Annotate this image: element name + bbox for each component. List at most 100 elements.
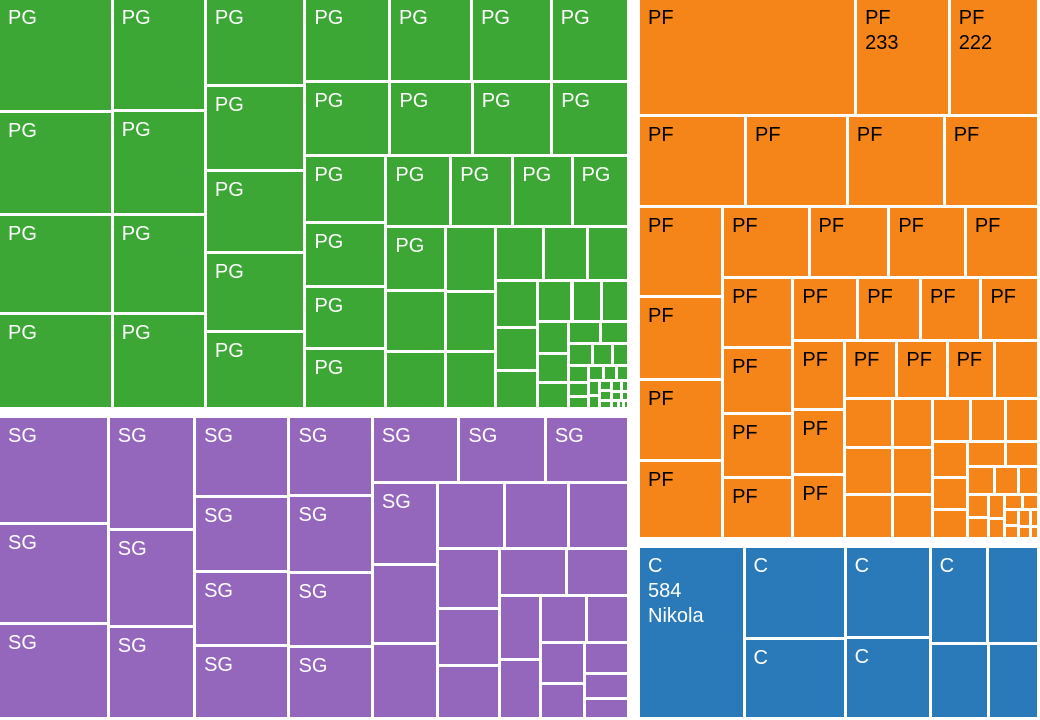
treemap-cell[interactable]: PF bbox=[724, 208, 807, 275]
treemap-cell[interactable] bbox=[846, 400, 891, 446]
treemap-cell[interactable] bbox=[934, 479, 966, 508]
treemap-cell[interactable]: PG bbox=[114, 216, 204, 312]
treemap-cell[interactable] bbox=[1024, 496, 1037, 508]
treemap-cell[interactable] bbox=[542, 597, 585, 642]
treemap-cell[interactable]: SG bbox=[196, 647, 287, 717]
treemap-cell[interactable] bbox=[623, 382, 627, 390]
treemap-cell[interactable]: PF bbox=[859, 279, 919, 340]
treemap-cell[interactable]: C bbox=[746, 548, 844, 637]
treemap-cell[interactable]: SG bbox=[290, 418, 370, 494]
treemap-cell[interactable] bbox=[601, 402, 610, 407]
treemap-cell[interactable] bbox=[570, 345, 591, 364]
treemap-cell[interactable]: SG bbox=[110, 628, 193, 717]
treemap-cell[interactable]: PF bbox=[794, 476, 842, 537]
treemap-cell[interactable]: C bbox=[932, 548, 986, 642]
treemap-cell[interactable] bbox=[934, 400, 969, 440]
treemap-cell[interactable]: SG bbox=[0, 525, 107, 623]
treemap-cell[interactable] bbox=[972, 400, 1004, 440]
treemap-cell[interactable] bbox=[506, 484, 567, 547]
treemap-cell[interactable]: PG bbox=[114, 112, 204, 213]
treemap-cell[interactable] bbox=[439, 550, 498, 607]
treemap-cell[interactable]: PF bbox=[747, 117, 846, 206]
treemap-cell[interactable]: PF bbox=[949, 342, 993, 397]
treemap-cell[interactable]: PF bbox=[846, 342, 896, 397]
treemap-cell[interactable] bbox=[1006, 511, 1018, 524]
treemap-cell[interactable]: PG bbox=[553, 83, 627, 153]
treemap-cell[interactable] bbox=[1020, 511, 1028, 525]
treemap-cell[interactable] bbox=[1032, 511, 1037, 525]
treemap-cell[interactable] bbox=[618, 367, 627, 379]
treemap-cell[interactable]: PG bbox=[306, 288, 384, 347]
treemap-cell[interactable] bbox=[588, 597, 627, 642]
treemap-cell[interactable]: PG bbox=[114, 315, 204, 407]
treemap-cell[interactable] bbox=[439, 667, 498, 717]
treemap-cell[interactable]: PF bbox=[724, 415, 791, 475]
treemap-cell[interactable]: PF bbox=[922, 279, 979, 340]
treemap-cell[interactable]: PF bbox=[898, 342, 945, 397]
treemap-cell[interactable] bbox=[990, 645, 1037, 717]
treemap-cell[interactable] bbox=[613, 393, 620, 398]
treemap-cell[interactable]: PG bbox=[114, 0, 204, 109]
treemap-cell[interactable]: PF bbox=[724, 279, 791, 346]
treemap-cell[interactable]: PF bbox=[640, 117, 744, 206]
treemap-cell[interactable]: PG bbox=[207, 0, 304, 84]
treemap-cell[interactable] bbox=[497, 228, 542, 279]
treemap-cell[interactable] bbox=[625, 402, 627, 407]
treemap-cell[interactable] bbox=[387, 353, 444, 407]
treemap-cell[interactable] bbox=[894, 449, 931, 493]
treemap-cell[interactable] bbox=[605, 367, 615, 379]
treemap-cell[interactable] bbox=[1020, 468, 1037, 493]
treemap-cell[interactable]: PG bbox=[306, 0, 388, 80]
treemap-cell[interactable] bbox=[989, 548, 1037, 642]
treemap-cell[interactable]: PG bbox=[391, 83, 470, 153]
treemap-cell[interactable] bbox=[932, 645, 987, 717]
treemap-cell[interactable] bbox=[586, 700, 627, 717]
treemap-cell[interactable]: PF bbox=[640, 381, 721, 459]
treemap-cell[interactable]: PG bbox=[387, 228, 444, 289]
treemap-cell[interactable] bbox=[374, 645, 436, 717]
treemap-cell[interactable]: PG bbox=[452, 157, 511, 225]
treemap-cell[interactable]: PF bbox=[967, 208, 1037, 275]
treemap-cell[interactable] bbox=[613, 402, 617, 407]
treemap-cell[interactable]: PF bbox=[794, 411, 842, 474]
treemap-cell[interactable] bbox=[570, 384, 587, 395]
treemap-cell[interactable]: PF bbox=[811, 208, 888, 275]
treemap-cell[interactable]: SG bbox=[196, 418, 287, 495]
treemap-cell[interactable]: SG bbox=[0, 625, 107, 717]
treemap-cell[interactable]: C 584 Nikola bbox=[640, 548, 743, 717]
treemap-cell[interactable] bbox=[990, 520, 1003, 537]
treemap-cell[interactable]: PG bbox=[207, 87, 304, 169]
treemap-cell[interactable]: C bbox=[847, 548, 929, 636]
treemap-cell[interactable] bbox=[542, 644, 583, 681]
treemap-cell[interactable] bbox=[539, 323, 567, 352]
treemap-cell[interactable]: PG bbox=[473, 0, 550, 80]
treemap-cell[interactable]: PF bbox=[724, 479, 791, 537]
treemap-cell[interactable] bbox=[501, 597, 539, 658]
treemap-cell[interactable] bbox=[969, 496, 986, 516]
treemap-cell[interactable] bbox=[594, 345, 611, 364]
treemap-cell[interactable] bbox=[603, 282, 627, 320]
treemap-cell[interactable] bbox=[439, 610, 498, 664]
treemap-cell[interactable]: PG bbox=[474, 83, 551, 153]
treemap-cell[interactable] bbox=[996, 468, 1017, 493]
treemap-cell[interactable] bbox=[447, 353, 494, 407]
treemap-cell[interactable] bbox=[439, 484, 503, 547]
treemap-cell[interactable] bbox=[570, 323, 599, 342]
treemap-cell[interactable]: SG bbox=[110, 418, 193, 528]
treemap-cell[interactable]: PG bbox=[387, 157, 449, 225]
treemap-cell[interactable]: PF bbox=[794, 279, 856, 340]
treemap-cell[interactable]: PF 233 bbox=[857, 0, 948, 114]
treemap-cell[interactable]: PF bbox=[724, 349, 791, 413]
treemap-cell[interactable]: PF bbox=[794, 342, 842, 407]
treemap-cell[interactable] bbox=[586, 644, 627, 671]
treemap-cell[interactable]: SG bbox=[290, 574, 370, 645]
treemap-cell[interactable]: PF bbox=[849, 117, 943, 206]
treemap-cell[interactable] bbox=[969, 468, 993, 493]
treemap-cell[interactable]: SG bbox=[110, 531, 193, 625]
treemap-cell[interactable] bbox=[570, 367, 587, 380]
treemap-cell[interactable]: SG bbox=[460, 418, 543, 481]
treemap-cell[interactable] bbox=[447, 293, 494, 351]
treemap-cell[interactable] bbox=[1032, 528, 1037, 537]
treemap-cell[interactable]: PF bbox=[640, 462, 721, 537]
treemap-cell[interactable]: PG bbox=[574, 157, 627, 225]
